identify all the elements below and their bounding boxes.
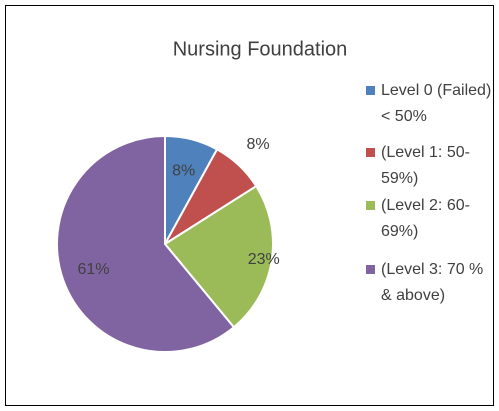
- data-label: 8%: [172, 163, 195, 180]
- legend-swatch: [366, 265, 375, 274]
- legend-entry: (Level 2: 60-69%): [366, 193, 494, 245]
- pie-slice: [56, 134, 236, 353]
- legend-entry: Level 0 (Failed) < 50%: [366, 78, 494, 130]
- data-label: 61%: [77, 261, 109, 278]
- pie-slice: [163, 184, 274, 329]
- legend-label: (Level 2: 60-69%): [381, 197, 470, 240]
- legend-entry: (Level 1: 50-59%): [366, 140, 494, 192]
- legend-swatch: [366, 148, 375, 157]
- data-label: 8%: [247, 136, 270, 153]
- legend-swatch: [366, 86, 375, 95]
- legend-label: (Level 3: 70 % & above): [381, 261, 484, 304]
- legend-swatch: [366, 201, 375, 210]
- chart-title: Nursing Foundation: [173, 38, 348, 60]
- legend-entry: (Level 3: 70 % & above): [366, 257, 494, 309]
- legend-label: (Level 1: 50-59%): [381, 144, 470, 187]
- data-label: 23%: [248, 251, 280, 268]
- legend-label: Level 0 (Failed) < 50%: [381, 82, 492, 125]
